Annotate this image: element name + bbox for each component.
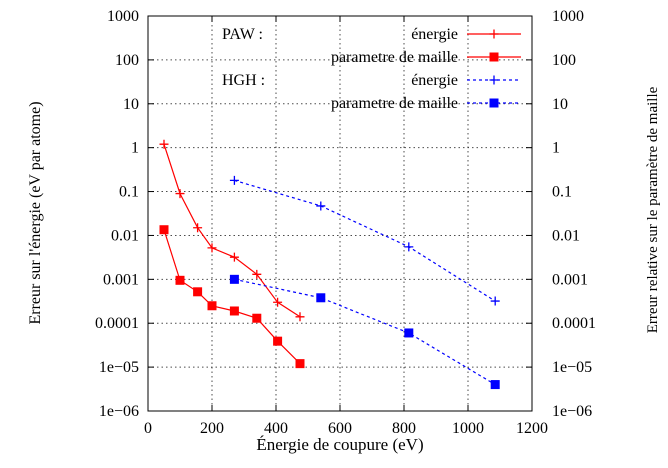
data-point [404,242,414,252]
series-3 [229,175,500,306]
x-tick-label: 1000 [452,420,484,437]
y-tick-label: 0.01 [111,227,139,244]
y2-tick-label: 0.0001 [552,315,596,332]
y-tick-label: 1000 [107,8,139,25]
data-point [229,252,239,262]
series-layer [159,139,500,390]
series-line [234,278,496,386]
y-tick-label: 1e−05 [99,359,139,376]
y2-tick-label: 1000 [552,8,584,25]
data-point [175,189,185,199]
y2-tick-label: 0.1 [552,184,572,201]
y-tick-label: 0.0001 [95,315,139,332]
data-point [489,75,499,85]
data-point [273,336,283,346]
data-point [159,139,169,149]
data-point [207,301,217,311]
data-point [404,328,414,338]
x-tick-label: 800 [392,420,416,437]
data-point [489,29,499,39]
y-tick-label: 1e−06 [99,403,139,420]
data-point [316,201,326,211]
data-point [229,274,239,284]
x-axis-label: Énergie de coupure (eV) [256,435,423,454]
legend-group-label: PAW : [222,26,263,43]
data-point [159,225,169,235]
legend-entry-label: énergie [411,26,458,43]
series-line [234,179,496,302]
data-point [490,380,500,390]
x-tick-label: 400 [264,420,288,437]
legend: PAW : énergie parametre de maille HGH : éner… [222,26,521,112]
y-axis-label: Erreur sur l'énergie (eV par atome) [27,101,44,324]
data-point [175,275,185,285]
data-point [207,243,217,253]
y2-tick-label: 100 [552,52,576,69]
data-point [229,175,239,185]
y-tick-label: 1 [131,140,139,157]
grid-lines [148,16,532,411]
legend-entry-label: parametre de maille [331,95,458,112]
data-point [295,359,305,369]
data-point [295,312,305,322]
plot-frame [147,15,533,412]
data-point [252,269,262,279]
legend-group-label: HGH : [222,72,265,89]
legend-entry-label: parametre de maille [331,49,458,66]
y-tick-label: 10 [123,96,139,113]
y-tick-label: 0.1 [119,184,139,201]
data-point [316,293,326,303]
series-4 [229,274,500,390]
data-point [229,306,239,316]
y2-tick-label: 1 [552,140,560,157]
y-tick-label: 0.001 [103,271,139,288]
y2-tick-label: 1e−05 [552,359,592,376]
y2-tick-label: 0.01 [552,227,580,244]
data-point [490,296,500,306]
y2-axis-label: Erreur relative sur le paramètre de mail… [645,86,661,333]
data-point [252,313,262,323]
x-tick-label: 600 [328,420,352,437]
data-point [489,52,499,62]
x-tick-label: 0 [144,420,152,437]
x-tick-label: 200 [200,420,224,437]
series-line [163,144,301,318]
data-point [273,297,283,307]
y2-tick-label: 1e−06 [552,403,592,420]
data-point [193,287,203,297]
x-tick-label: 1200 [516,420,548,437]
y2-tick-label: 0.001 [552,271,588,288]
series-1 [159,139,305,322]
data-point [489,98,499,108]
y-tick-label: 100 [115,52,139,69]
series-2 [159,225,305,369]
data-point [193,223,203,233]
y2-tick-label: 10 [552,96,568,113]
legend-entry-label: énergie [411,72,458,89]
